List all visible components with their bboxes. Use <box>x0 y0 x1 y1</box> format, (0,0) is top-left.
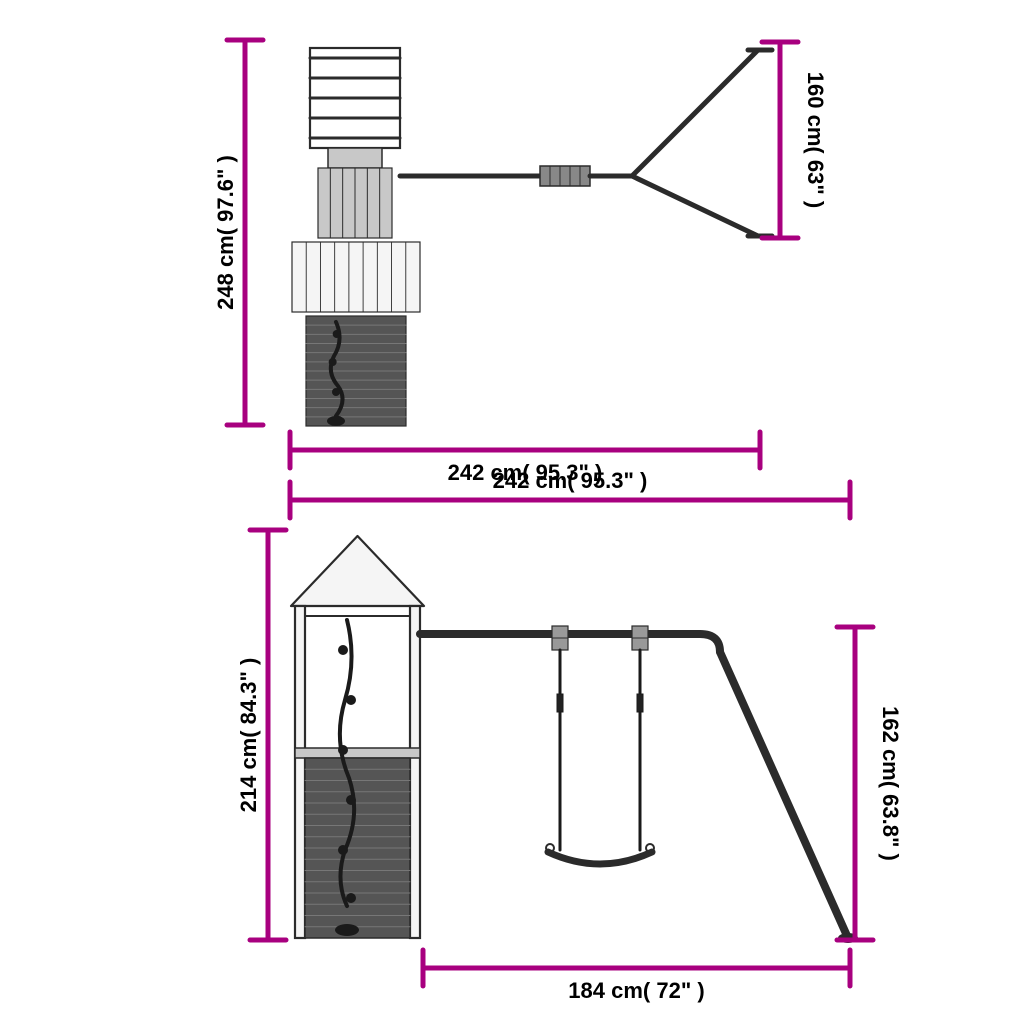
dim-front-height-right: 162 cm( 63.8" ) <box>837 627 903 940</box>
dim-front-width-bottom: 184 cm( 72" ) <box>423 950 850 1003</box>
dimension-label: 248 cm( 97.6" ) <box>213 155 238 310</box>
dim-front-height-left: 214 cm( 84.3" ) <box>236 530 286 940</box>
dimension-label: 242 cm( 95.3" ) <box>493 468 648 493</box>
dimension-label: 160 cm( 63" ) <box>803 72 828 208</box>
tower-roof <box>291 536 424 606</box>
dimension-label: 214 cm( 84.3" ) <box>236 658 261 813</box>
dim-top-height-left: 248 cm( 97.6" ) <box>213 40 263 425</box>
swing-seat-top <box>540 166 590 186</box>
dim-front-width-top: 242 cm( 95.3" ) <box>290 468 850 518</box>
swing-seat <box>548 852 652 864</box>
dimension-label: 184 cm( 72" ) <box>568 978 704 1003</box>
swing-beam <box>420 634 720 652</box>
dim-top-height-right: 160 cm( 63" ) <box>762 42 828 238</box>
dimension-label: 162 cm( 63.8" ) <box>878 706 903 861</box>
a-frame-leg-top <box>632 50 758 176</box>
front-view <box>291 536 858 943</box>
a-frame-leg <box>720 652 848 938</box>
top-view <box>292 48 772 426</box>
platform-section-2 <box>292 242 420 312</box>
